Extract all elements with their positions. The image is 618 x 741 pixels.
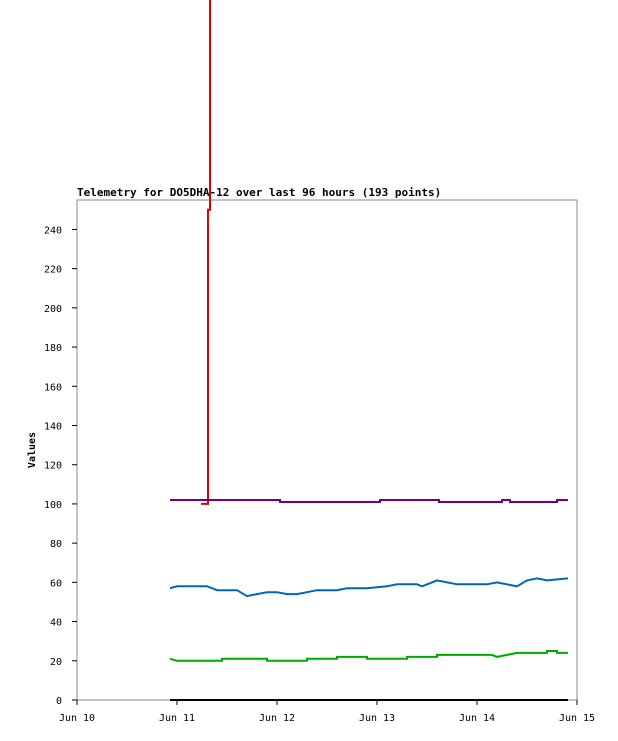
series-line (201, 0, 211, 505)
x-tick-label: Jun 11 (159, 713, 195, 724)
y-axis-label: Values (27, 432, 38, 468)
y-tick-label: 240 (44, 225, 62, 236)
x-tick-label: Jun 13 (359, 713, 395, 724)
y-tick-label: 20 (50, 657, 62, 668)
series-line (170, 499, 568, 503)
x-tick-label: Jun 10 (59, 713, 95, 724)
x-tick-label: Jun 12 (259, 713, 295, 724)
y-tick-label: 220 (44, 265, 62, 276)
y-tick-label: 60 (50, 578, 62, 589)
y-tick-label: 40 (50, 618, 62, 629)
plot-frame (76, 199, 578, 701)
y-tick-label: 100 (44, 500, 62, 511)
y-tick-label: 80 (50, 539, 62, 550)
series-line (169, 577, 569, 598)
x-tick-label: Jun 14 (459, 713, 495, 724)
y-tick-label: 200 (44, 304, 62, 315)
y-tick-label: 120 (44, 461, 62, 472)
y-tick-label: 0 (56, 696, 62, 707)
y-tick-label: 140 (44, 421, 62, 432)
y-tick-label: 160 (44, 382, 62, 393)
series-line (169, 650, 568, 662)
x-tick-label: Jun 15 (559, 713, 595, 724)
chart-title: Telemetry for DO5DHA-12 over last 96 hou… (77, 186, 441, 199)
y-tick-label: 180 (44, 343, 62, 354)
